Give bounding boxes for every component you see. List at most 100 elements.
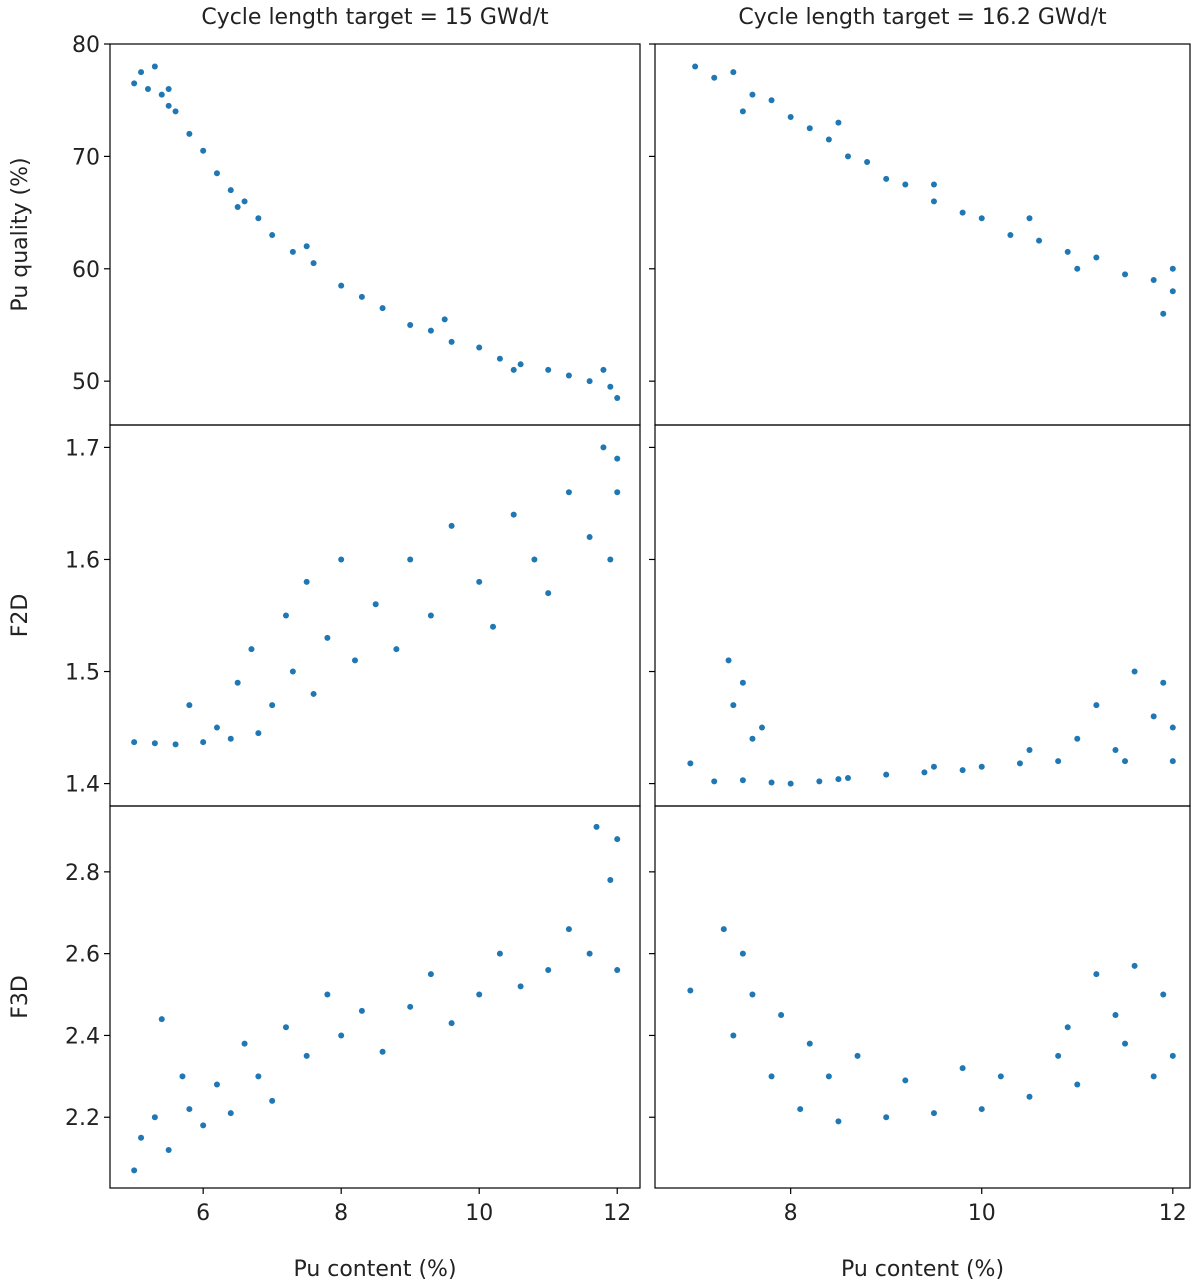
scatter-point <box>1169 288 1176 295</box>
scatter-point <box>759 724 765 731</box>
scatter-point <box>1169 724 1176 731</box>
scatter-point <box>448 1020 455 1027</box>
x-tick-label: 8 <box>334 1201 348 1226</box>
scatter-point <box>407 1003 414 1010</box>
scatter-point <box>407 556 414 563</box>
scatter-point <box>427 971 434 978</box>
scatter-point <box>165 1146 172 1153</box>
scatter-point <box>614 489 621 496</box>
scatter-point <box>797 1106 804 1113</box>
scatter-point <box>1093 702 1100 709</box>
scatter-point <box>593 823 600 830</box>
scatter-point <box>921 769 928 776</box>
scatter-point <box>289 668 296 675</box>
scatter-point <box>739 108 746 115</box>
scatter-point <box>978 215 985 222</box>
scatter-point <box>138 69 145 76</box>
scatter-point <box>358 1007 365 1014</box>
scatter-point <box>172 741 179 748</box>
scatter-point <box>586 534 593 541</box>
scatter-point <box>1122 271 1129 278</box>
scatter-point <box>227 735 234 742</box>
x-axis-label: Pu content (%) <box>841 1257 1004 1282</box>
scatter-point <box>255 730 262 737</box>
scatter-point <box>131 80 138 87</box>
scatter-point <box>151 740 158 747</box>
scatter-point <box>720 926 727 933</box>
scatter-point <box>213 1081 220 1088</box>
scatter-point <box>227 1110 234 1117</box>
scatter-point <box>749 991 756 998</box>
axes-frame <box>654 43 1191 426</box>
y-axis-label: F2D <box>8 594 33 638</box>
scatter-point <box>711 74 718 81</box>
scatter-point <box>930 198 937 205</box>
scatter-point <box>978 763 985 770</box>
x-tick-label: 12 <box>603 1201 631 1226</box>
scatter-point <box>448 338 455 345</box>
scatter-point <box>607 383 614 390</box>
scatter-point <box>1007 232 1014 239</box>
scatter-point <box>241 1040 248 1047</box>
scatter-point <box>687 987 694 994</box>
y-tick-label: 2.2 <box>65 1106 100 1131</box>
scatter-point <box>565 372 572 379</box>
panel-title: Cycle length target = 16.2 GWd/t <box>738 5 1107 30</box>
scatter-point <box>1026 215 1033 222</box>
scatter-point <box>778 1011 785 1018</box>
scatter-point <box>1169 265 1176 272</box>
scatter-point <box>324 991 331 998</box>
scatter-point <box>768 1073 775 1080</box>
scatter-point <box>351 657 358 664</box>
scatter-point <box>565 489 572 496</box>
axes-frame <box>109 424 641 807</box>
scatter-point <box>490 623 497 630</box>
scatter-point <box>372 601 379 608</box>
scatter-point <box>959 209 966 216</box>
scatter-point <box>517 361 524 368</box>
scatter-point <box>787 780 794 787</box>
scatter-point <box>806 1040 813 1047</box>
scatter-point <box>1093 254 1100 261</box>
x-tick-label: 10 <box>465 1201 493 1226</box>
scatter-point <box>393 646 400 653</box>
scatter-point <box>186 130 193 137</box>
scatter-point <box>730 1032 737 1039</box>
scatter-point <box>476 991 483 998</box>
scatter-point <box>517 983 524 990</box>
scatter-point <box>614 967 621 974</box>
y-tick-label: 1.7 <box>65 436 100 461</box>
axes-frame <box>109 43 641 426</box>
scatter-point <box>303 243 310 250</box>
scatter-point <box>739 679 746 686</box>
scatter-point <box>1112 1011 1119 1018</box>
y-axis-label: F3D <box>8 975 33 1019</box>
scatter-point <box>825 1073 832 1080</box>
scatter-point <box>730 69 737 76</box>
scatter-point <box>1093 971 1100 978</box>
scatter-point <box>614 395 621 402</box>
scatter-point <box>144 85 151 92</box>
x-tick-label: 8 <box>784 1201 798 1226</box>
axes-frame <box>654 805 1191 1189</box>
scatter-point <box>1064 1024 1071 1031</box>
scatter-point <box>269 1097 276 1104</box>
scatter-point <box>930 181 937 188</box>
scatter-point <box>441 316 448 323</box>
scatter-point <box>1131 962 1138 969</box>
scatter-point <box>338 556 345 563</box>
scatter-point <box>768 779 775 786</box>
scatter-point <box>255 1073 262 1080</box>
scatter-point <box>835 119 842 126</box>
scatter-point <box>600 366 607 373</box>
scatter-point <box>545 590 552 597</box>
y-tick-label: 80 <box>72 33 100 58</box>
scatter-point <box>310 690 317 697</box>
scatter-point <box>607 877 614 884</box>
scatter-point <box>600 444 607 451</box>
scatter-point <box>379 1048 386 1055</box>
scatter-point <box>1122 1040 1129 1047</box>
scatter-point <box>1122 758 1129 765</box>
y-tick-label: 2.6 <box>65 943 100 968</box>
x-tick-label: 6 <box>196 1201 210 1226</box>
